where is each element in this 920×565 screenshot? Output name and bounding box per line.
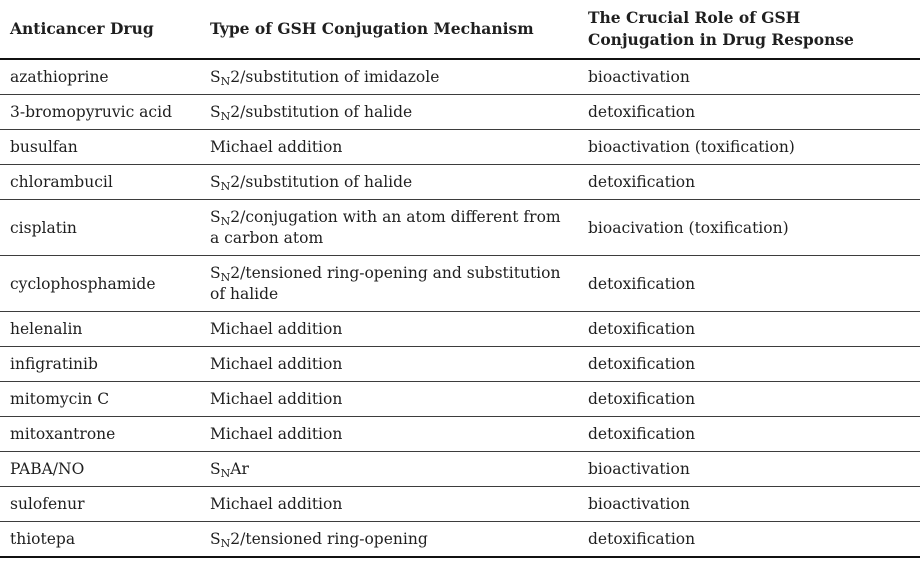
mechanism-cell: SN2/substitution of halide (200, 164, 578, 200)
table-row: infigratinib Michael addition detoxifica… (0, 346, 920, 382)
mechanism-text: Michael addition (210, 138, 343, 156)
mechanism-cell: Michael addition (200, 311, 578, 347)
mechanism-cell: SN2/tensioned ring-opening and substitut… (200, 255, 578, 312)
drug-cell: cisplatin (0, 199, 200, 256)
mechanism-text: S (210, 530, 221, 548)
table-row: cyclophosphamide SN2/tensioned ring-open… (0, 255, 920, 312)
mechanism-text: Michael addition (210, 425, 343, 443)
table-row: thiotepa SN2/tensioned ring-opening deto… (0, 521, 920, 558)
mechanism-cell: SN2/substitution of halide (200, 94, 578, 130)
mechanism-text: Michael addition (210, 355, 343, 373)
role-cell: detoxification (578, 416, 920, 452)
role-cell: bioactivation (578, 486, 920, 522)
mechanism-rest: 2/conjugation with an atom different fro… (210, 208, 561, 247)
mechanism-text: S (210, 68, 221, 86)
table-row: busulfan Michael addition bioactivation … (0, 129, 920, 165)
mechanism-cell: Michael addition (200, 486, 578, 522)
table-row: mitomycin C Michael addition detoxificat… (0, 381, 920, 417)
drug-cell: sulofenur (0, 486, 200, 522)
role-cell: detoxification (578, 381, 920, 417)
mechanism-text: S (210, 208, 221, 226)
mechanism-rest: Ar (230, 460, 249, 478)
role-cell: detoxification (578, 94, 920, 130)
drug-cell: chlorambucil (0, 164, 200, 200)
mechanism-text: S (210, 264, 221, 282)
table-row: azathioprine SN2/substitution of imidazo… (0, 59, 920, 95)
role-cell: bioactivation (toxification) (578, 129, 920, 165)
drug-cell: azathioprine (0, 59, 200, 95)
drug-cell: cyclophosphamide (0, 255, 200, 312)
mechanism-subscript: N (220, 75, 231, 88)
mechanism-rest: 2/substitution of halide (230, 173, 413, 191)
table-row: cisplatin SN2/conjugation with an atom d… (0, 199, 920, 256)
mechanism-cell: Michael addition (200, 346, 578, 382)
mechanism-cell: Michael addition (200, 129, 578, 165)
table-row: mitoxantrone Michael addition detoxifica… (0, 416, 920, 452)
role-cell: bioactivation (578, 451, 920, 487)
mechanism-text: Michael addition (210, 320, 343, 338)
drug-cell: infigratinib (0, 346, 200, 382)
mechanism-cell: Michael addition (200, 416, 578, 452)
drug-cell: mitoxantrone (0, 416, 200, 452)
mechanism-rest: 2/substitution of imidazole (230, 68, 440, 86)
mechanism-text: S (210, 103, 221, 121)
table-row: 3-bromopyruvic acid SN2/substitution of … (0, 94, 920, 130)
table-row: sulofenur Michael addition bioactivation (0, 486, 920, 522)
role-cell: detoxification (578, 346, 920, 382)
mechanism-cell: SNAr (200, 451, 578, 487)
role-cell: detoxification (578, 521, 920, 558)
role-cell: detoxification (578, 164, 920, 200)
role-cell: bioacivation (toxification) (578, 199, 920, 256)
mechanism-cell: SN2/substitution of imidazole (200, 59, 578, 95)
mechanism-subscript: N (220, 110, 231, 123)
table-row: chlorambucil SN2/substitution of halide … (0, 164, 920, 200)
mechanism-text: Michael addition (210, 495, 343, 513)
mechanism-cell: SN2/tensioned ring-opening (200, 521, 578, 558)
role-cell: detoxification (578, 255, 920, 312)
drug-cell: 3-bromopyruvic acid (0, 94, 200, 130)
mechanism-subscript: N (220, 271, 231, 284)
mechanism-subscript: N (220, 537, 231, 550)
column-header-role: The Crucial Role of GSH Conjugation in D… (578, 0, 920, 60)
drug-cell: busulfan (0, 129, 200, 165)
role-cell: detoxification (578, 311, 920, 347)
drug-cell: thiotepa (0, 521, 200, 558)
drug-cell: helenalin (0, 311, 200, 347)
table-row: PABA/NO SNAr bioactivation (0, 451, 920, 487)
table-row: helenalin Michael addition detoxificatio… (0, 311, 920, 347)
drug-cell: PABA/NO (0, 451, 200, 487)
mechanism-rest: 2/substitution of halide (230, 103, 413, 121)
mechanism-subscript: N (220, 180, 231, 193)
mechanism-cell: Michael addition (200, 381, 578, 417)
mechanism-subscript: N (220, 215, 231, 228)
drug-cell: mitomycin C (0, 381, 200, 417)
role-cell: bioactivation (578, 59, 920, 95)
column-header-mechanism: Type of GSH Conjugation Mechanism (200, 0, 578, 60)
header-row: Anticancer Drug Type of GSH Conjugation … (0, 0, 920, 60)
mechanism-text: Michael addition (210, 390, 343, 408)
mechanism-subscript: N (220, 467, 231, 480)
mechanism-rest: 2/tensioned ring-opening and substitutio… (210, 264, 561, 303)
mechanism-cell: SN2/conjugation with an atom different f… (200, 199, 578, 256)
column-header-drug: Anticancer Drug (0, 0, 200, 60)
mechanism-text: S (210, 173, 221, 191)
mechanism-text: S (210, 460, 221, 478)
mechanism-rest: 2/tensioned ring-opening (230, 530, 428, 548)
